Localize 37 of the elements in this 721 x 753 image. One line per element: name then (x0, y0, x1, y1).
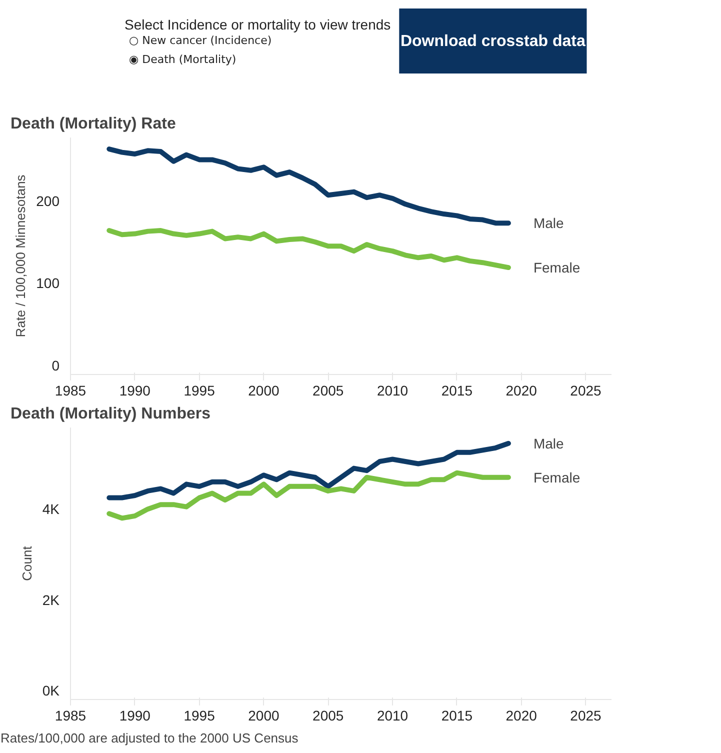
chart-title: Death (Mortality) Rate (10, 116, 176, 132)
x-tick-label: 2010 (376, 382, 408, 398)
series-label: Female (533, 469, 580, 486)
x-tick-label: 1990 (119, 382, 151, 398)
x-tick-label: 2005 (312, 382, 344, 398)
text: Select Incidence or mortality to view trends (124, 16, 391, 32)
x-tick-label: 2015 (441, 708, 473, 724)
x-tick-label: 2020 (506, 382, 538, 398)
text: ◉ Death (Mortality) (129, 53, 236, 66)
series-label: Male (533, 435, 564, 452)
y-axis-title: Rate / 100,000 Minnesotans (13, 174, 28, 338)
x-tick-label: 2020 (506, 708, 538, 724)
x-tick-label: 1985 (54, 708, 86, 724)
y-axis-title: Count (19, 546, 34, 581)
y-tick-label: 100 (36, 275, 60, 292)
y-tick-label: 0 (52, 357, 60, 374)
y-tick-label: 2K (42, 592, 60, 608)
y-tick-label: 200 (36, 192, 60, 209)
chart-title: Death (Mortality) Numbers (10, 406, 211, 422)
x-tick-label: 2000 (248, 382, 280, 398)
x-tick-label: 1995 (184, 708, 216, 724)
x-tick-label: 1990 (119, 708, 151, 724)
x-tick-label: 2010 (376, 708, 408, 724)
x-tick-label: 1985 (54, 382, 86, 398)
x-tick-label: 1995 (184, 382, 216, 398)
text: Rates/100,000 are adjusted to the 2000 US Census (0, 730, 299, 746)
series-label: Male (533, 215, 564, 232)
text: Download crosstab data (400, 33, 586, 50)
x-tick-label: 2025 (570, 382, 602, 398)
x-tick-label: 2015 (441, 382, 473, 398)
y-tick-label: 4K (42, 501, 60, 518)
series-label: Female (533, 260, 580, 276)
x-tick-label: 2025 (570, 708, 602, 724)
text: ○ New cancer (Incidence) (129, 34, 272, 47)
y-tick-label: 0K (42, 682, 60, 698)
x-tick-label: 2000 (248, 708, 280, 724)
x-tick-label: 2005 (312, 708, 344, 724)
